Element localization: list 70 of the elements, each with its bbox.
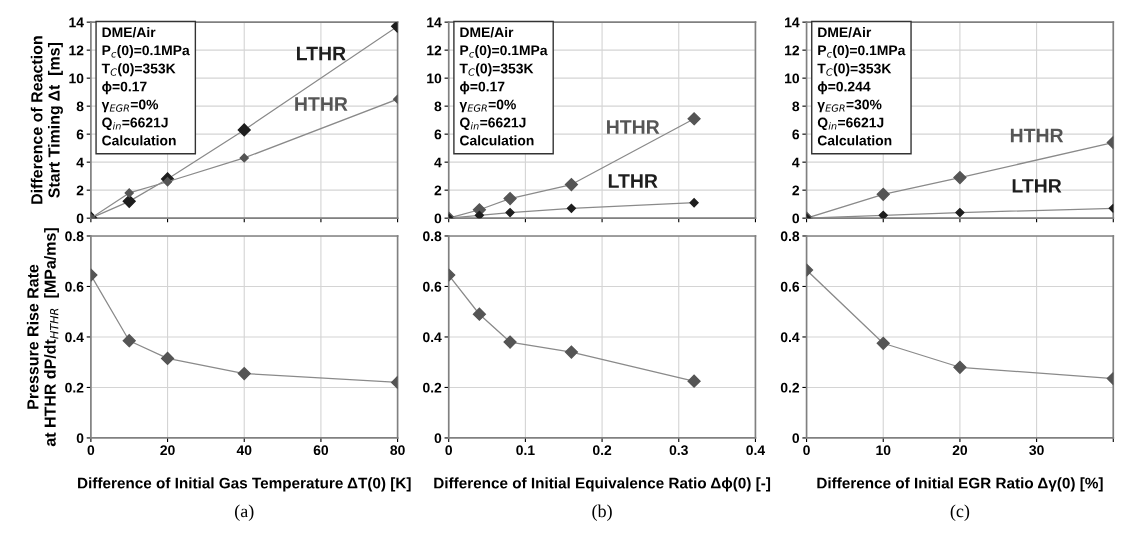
y-tick-label: 0.8: [780, 231, 800, 242]
y-tick-label: 0: [792, 433, 800, 444]
y-tick-label: 0.6: [65, 281, 84, 292]
y-tick-label: 10: [69, 73, 84, 84]
y-tick-label: 2: [792, 185, 800, 196]
y-tick-label: 0.2: [780, 382, 800, 393]
series-label: HTHR: [1010, 128, 1064, 143]
y-tick-label: 14: [785, 17, 800, 28]
y-tick-label: 2: [434, 185, 442, 196]
y-tick-label: 6: [434, 129, 442, 140]
y-tick-label: 0.4: [423, 332, 442, 343]
y-tick-label: 0: [76, 213, 84, 224]
x-tick-label: 0: [445, 445, 453, 456]
x-tick-label: 80: [390, 445, 405, 456]
y-tick-label: 0.4: [780, 332, 800, 343]
y-tick-label: 14: [69, 17, 84, 28]
y-tick-label: 4: [792, 157, 800, 168]
y-tick-label: 0: [434, 433, 442, 444]
y-tick-label: 12: [69, 45, 84, 56]
x-axis-title: Difference of Initial Gas Temperature ΔT(0) [K]: [78, 477, 411, 492]
text: (a): [235, 504, 254, 521]
y-tick-label: 0.2: [423, 382, 442, 393]
y-tick-label: 8: [76, 101, 84, 112]
y-tick-label: 4: [76, 157, 84, 168]
x-tick-label: 60: [313, 445, 329, 456]
y-tick-label: 14: [427, 17, 442, 28]
x-tick-label: 30: [1029, 445, 1044, 456]
series-label: LTHR: [608, 174, 658, 188]
text: DME/Air P$_{c}$(0)=0.1MPa T$_{C}$(0)=353K ϕ=0.17 γ$_{EGR}$=0% Q$_{in}$=6621J Calculation: [459, 27, 548, 146]
y-tick-label: 0.6: [780, 281, 800, 292]
y-tick-label: 8: [792, 101, 800, 112]
text: DME/Air P$_{c}$(0)=0.1MPa T$_{C}$(0)=353K ϕ=0.244 γ$_{EGR}$=30% Q$_{in}$=6621J Calculation: [817, 27, 906, 146]
text: (c): [950, 504, 970, 521]
x-tick-label: 0.2: [592, 445, 612, 456]
y-tick-label: 0: [76, 433, 84, 444]
x-tick-label: 0.1: [516, 445, 535, 456]
text: (b): [592, 504, 612, 521]
x-tick-label: 0.4: [746, 445, 766, 456]
y-tick-label: 12: [427, 45, 442, 56]
y-tick-label: 10: [427, 73, 442, 84]
x-tick-label: 20: [160, 445, 175, 456]
y-axis-title: Pressure Rise Rate at HTHR dP/dt$_{HTHR}$ [MPa/ms]: [26, 228, 59, 447]
y-tick-label: 12: [785, 45, 800, 56]
series-label: HTHR: [295, 97, 348, 111]
y-tick-label: 0: [434, 213, 442, 224]
y-tick-label: 8: [434, 101, 442, 112]
x-tick-label: 0.3: [669, 445, 688, 456]
text: DME/Air P$_{c}$(0)=0.1MPa T$_{C}$(0)=353K ϕ=0.17 γ$_{EGR}$=0% Q$_{in}$=6621J Calculation: [101, 27, 190, 146]
y-tick-label: 0.8: [65, 231, 84, 242]
y-tick-label: 0.2: [65, 382, 84, 393]
y-tick-label: 4: [434, 157, 442, 168]
y-tick-label: 0.8: [423, 231, 442, 242]
series-label: LTHR: [1012, 179, 1062, 193]
y-tick-label: 0: [792, 213, 800, 224]
y-tick-label: 0.4: [65, 332, 84, 343]
y-tick-label: 2: [76, 185, 84, 196]
y-tick-label: 10: [785, 73, 800, 84]
x-tick-label: 0: [803, 445, 810, 456]
y-axis-title: Difference of Reaction Start Timing Δt [ms]: [30, 36, 63, 204]
y-tick-label: 0.6: [423, 281, 442, 292]
x-tick-label: 10: [876, 445, 891, 456]
y-tick-label: 6: [792, 129, 800, 140]
series-label: LTHR: [297, 46, 346, 61]
x-axis-title: Difference of Initial EGR Ratio Δγ(0) [%]: [817, 477, 1103, 492]
x-tick-label: 40: [236, 445, 252, 456]
x-axis-title: Difference of Initial Equivalence Ratio Δϕ(0) [-]: [434, 477, 771, 492]
x-tick-label: 0: [87, 445, 95, 456]
series-label: HTHR: [607, 120, 660, 134]
x-tick-label: 20: [952, 445, 968, 456]
y-tick-label: 6: [76, 129, 84, 140]
